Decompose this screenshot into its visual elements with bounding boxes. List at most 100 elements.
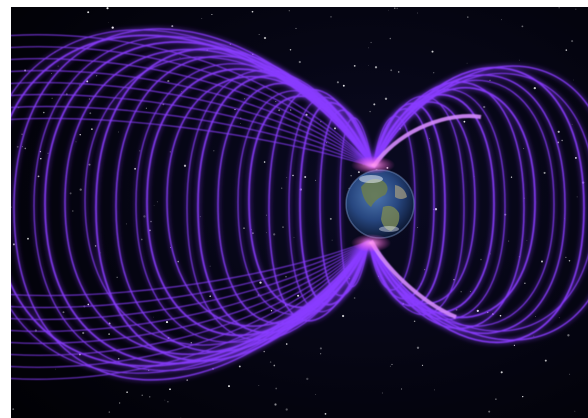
star	[275, 101, 277, 102]
field-line-tail	[11, 34, 374, 168]
star	[285, 343, 288, 345]
star	[87, 303, 90, 306]
star	[149, 396, 151, 398]
star	[331, 239, 333, 241]
star	[521, 25, 524, 28]
star	[353, 297, 356, 299]
star	[87, 11, 90, 14]
field-line-tail	[11, 105, 374, 168]
star	[571, 40, 574, 43]
field-line-core	[369, 240, 457, 319]
field-line	[84, 56, 374, 346]
star	[141, 394, 143, 396]
field-line-tail	[11, 240, 370, 344]
magnetic-field-lines	[11, 28, 588, 381]
star	[513, 344, 516, 347]
field-line	[368, 74, 566, 335]
star	[72, 210, 74, 212]
star	[79, 188, 82, 191]
field-line	[368, 81, 525, 329]
star	[40, 157, 42, 160]
star	[43, 111, 45, 114]
star	[574, 410, 576, 412]
star	[263, 36, 267, 40]
star	[51, 73, 53, 74]
star	[62, 311, 65, 314]
star	[480, 258, 482, 261]
earth-globe	[345, 169, 415, 239]
star	[55, 368, 56, 370]
star	[558, 317, 560, 319]
field-line	[319, 109, 374, 297]
star	[543, 171, 546, 174]
star	[274, 403, 277, 406]
star	[213, 150, 215, 152]
star	[107, 22, 109, 23]
star	[282, 226, 284, 229]
star	[524, 282, 526, 284]
star	[557, 130, 560, 133]
star	[388, 9, 389, 11]
star	[116, 276, 118, 278]
star	[134, 167, 137, 170]
star	[463, 120, 466, 123]
star	[495, 398, 497, 400]
star	[167, 401, 169, 403]
field-line	[268, 89, 374, 322]
star	[565, 256, 567, 258]
north-pole-aurora	[351, 156, 395, 174]
star	[18, 107, 20, 109]
star	[111, 26, 114, 29]
star	[278, 109, 281, 112]
field-line-tail	[11, 240, 370, 356]
star	[126, 391, 128, 394]
field-line-tail	[11, 240, 370, 321]
field-line	[13, 28, 374, 381]
star	[373, 103, 376, 106]
star	[289, 49, 292, 51]
star	[108, 333, 110, 335]
field-line-tail	[11, 240, 370, 309]
star	[348, 187, 350, 189]
star	[89, 112, 92, 115]
field-line-tail	[11, 240, 370, 368]
south-pole-aurora	[351, 234, 391, 252]
star	[336, 81, 339, 84]
star	[342, 84, 345, 87]
star	[263, 161, 266, 163]
field-line-tail	[11, 58, 374, 168]
star	[315, 394, 317, 395]
field-line-tail	[11, 82, 374, 168]
star	[476, 309, 479, 313]
star	[269, 361, 272, 363]
star	[165, 321, 169, 324]
star	[106, 7, 109, 10]
star	[413, 320, 416, 323]
star	[79, 134, 81, 136]
star	[251, 10, 254, 13]
star	[518, 59, 520, 61]
continent-europe	[395, 185, 407, 199]
field-line	[11, 34, 374, 367]
star	[421, 364, 424, 367]
star	[118, 131, 119, 133]
star	[389, 37, 392, 40]
star	[320, 353, 322, 355]
star	[488, 410, 491, 413]
star	[368, 47, 369, 49]
field-line	[368, 95, 465, 315]
field-line	[115, 55, 374, 353]
star	[500, 19, 502, 21]
star	[353, 64, 356, 67]
star	[292, 174, 294, 177]
star	[324, 413, 327, 415]
star	[401, 388, 403, 390]
star	[91, 128, 93, 130]
star	[297, 294, 300, 297]
star	[394, 7, 396, 9]
star	[466, 62, 468, 64]
star	[369, 110, 371, 113]
star	[368, 65, 369, 66]
star	[259, 281, 262, 284]
star	[535, 316, 537, 318]
